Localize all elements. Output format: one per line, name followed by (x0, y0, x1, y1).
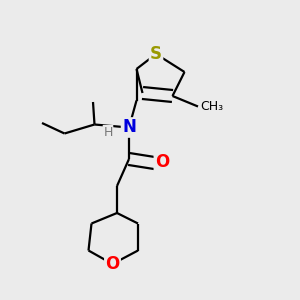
Text: CH₃: CH₃ (200, 100, 223, 113)
Text: O: O (105, 255, 120, 273)
Text: O: O (155, 153, 169, 171)
Text: N: N (122, 118, 136, 136)
Text: S: S (150, 45, 162, 63)
Text: H: H (103, 125, 113, 139)
